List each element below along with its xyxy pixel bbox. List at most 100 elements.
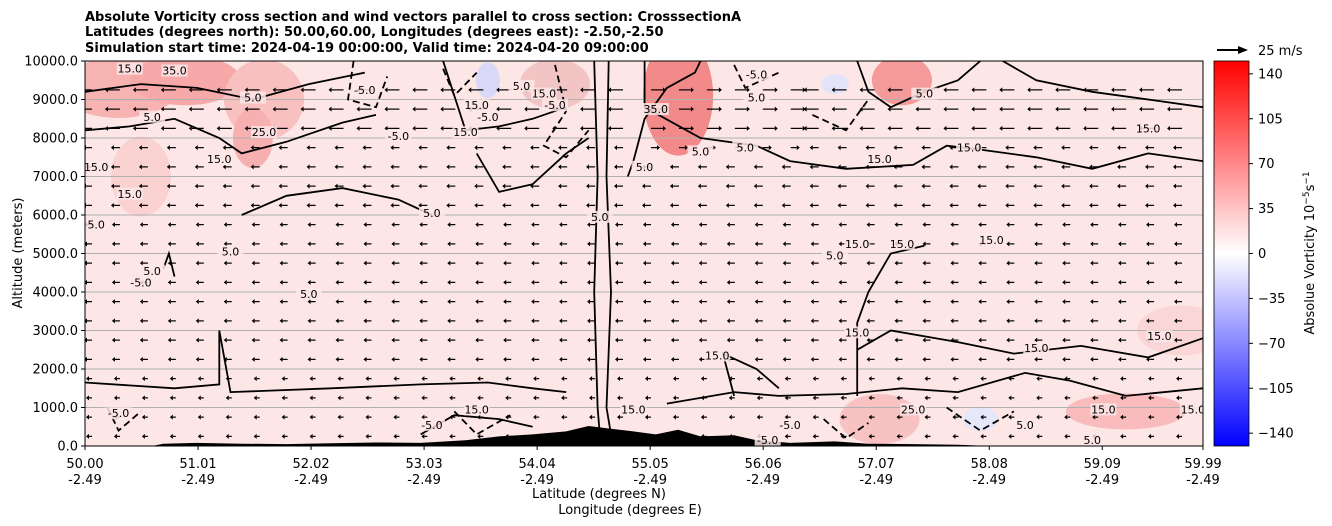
wind-vector-head xyxy=(614,164,618,170)
wind-vector-head xyxy=(728,376,732,382)
wind-vector-head xyxy=(894,260,898,266)
wind-vector-head xyxy=(169,395,173,401)
wind-vector-head xyxy=(166,183,170,189)
wind-vector-head xyxy=(446,164,450,170)
wind-vector-head xyxy=(328,87,332,93)
wind-vector-head xyxy=(1055,87,1059,93)
wind-vector-head xyxy=(77,126,80,131)
wind-vector-head xyxy=(952,376,956,382)
wind-vector-head xyxy=(505,376,509,382)
wind-vector-head xyxy=(194,145,198,151)
wind-vector-head xyxy=(418,164,422,170)
wind-vector-head xyxy=(216,125,220,131)
contour-label: 5.0 xyxy=(1083,434,1101,447)
wind-vector-head xyxy=(615,337,619,343)
wind-vector-head xyxy=(222,164,226,170)
wind-vector-head xyxy=(141,395,145,401)
wind-vector-head xyxy=(810,318,814,324)
contour-label-bg xyxy=(1023,341,1050,354)
wind-vector-head xyxy=(419,318,423,324)
wind-vector-head xyxy=(754,279,758,285)
contour-label: 15.0 xyxy=(867,153,892,166)
contour-label: -5.0 xyxy=(779,419,800,432)
x-tick-label-lon: -2.49 xyxy=(746,473,780,488)
wind-vector-head xyxy=(139,241,143,247)
wind-vector-head xyxy=(362,183,366,189)
wind-vector-head xyxy=(1062,279,1066,285)
wind-vector-head xyxy=(1034,356,1038,362)
wind-vector-head xyxy=(477,433,481,439)
wind-vector-head xyxy=(503,222,507,228)
wind-vector-head xyxy=(446,145,450,151)
wind-vector-head xyxy=(1174,279,1178,285)
x-tick-label-lat: 52.02 xyxy=(292,457,329,472)
wind-vector-head xyxy=(615,299,619,305)
y-tick-label: 9000.0 xyxy=(33,93,79,108)
wind-vector-head xyxy=(281,376,285,382)
wind-vector-head xyxy=(1006,337,1010,343)
wind-vector-head xyxy=(307,337,311,343)
colorbar-tick-label: −35 xyxy=(1258,292,1285,307)
wind-vector-head xyxy=(1174,260,1178,266)
wind-vector-head xyxy=(1062,318,1066,324)
wind-vector-head xyxy=(865,164,869,170)
wind-vector-head xyxy=(980,395,984,401)
contour-label: -5.0 xyxy=(746,68,767,81)
wind-vector-head xyxy=(1092,376,1096,382)
wind-vector-head xyxy=(1146,356,1150,362)
contour-label-bg xyxy=(1079,434,1106,446)
wind-vector-head xyxy=(111,260,115,266)
wind-vector-head xyxy=(160,106,164,112)
contour-line xyxy=(85,330,567,394)
wind-vector-head xyxy=(690,87,694,93)
wind-vector-head xyxy=(809,164,813,170)
wind-vector-head xyxy=(1120,376,1124,382)
colorbar-tick-label: 35 xyxy=(1258,202,1275,217)
wind-vector-head xyxy=(812,433,816,439)
wind-vector-head xyxy=(868,414,872,420)
wind-vector-head xyxy=(810,260,814,266)
contour-label-bg xyxy=(956,141,983,154)
contour-line xyxy=(856,329,1203,359)
wind-vector-head xyxy=(197,433,201,439)
wind-vector-head xyxy=(980,433,984,439)
wind-vector-head xyxy=(1036,376,1040,382)
wind-vector-head xyxy=(1061,183,1065,189)
wind-vector-head xyxy=(1174,356,1178,362)
x-tick-label-lon: -2.49 xyxy=(520,473,554,488)
contour-label: 15.0 xyxy=(845,238,870,251)
wind-vector-head xyxy=(363,222,367,228)
wind-vector-head xyxy=(810,337,814,343)
wind-vector-head xyxy=(978,337,982,343)
wind-vector-head xyxy=(718,125,722,131)
contour-label: 5.0 xyxy=(591,211,609,224)
contour-line xyxy=(721,351,780,397)
wind-vector-head xyxy=(1111,87,1115,93)
wind-vector-head xyxy=(672,395,676,401)
wind-vector-head xyxy=(1033,145,1037,151)
wind-vector-head xyxy=(838,279,842,285)
wind-vector-head xyxy=(669,202,673,208)
wind-vector-head xyxy=(328,125,332,131)
wind-vector-head xyxy=(728,414,732,420)
contour-label-bg xyxy=(85,160,110,173)
wind-vector-head xyxy=(1118,299,1122,305)
title-line-1: Absolute Vorticity cross section and win… xyxy=(85,10,741,25)
wind-vector-head xyxy=(251,279,255,285)
contour-label: 15.0 xyxy=(84,161,109,174)
wind-vector-head xyxy=(1005,183,1009,189)
wind-vector-head xyxy=(1055,125,1059,131)
wind-vector-head xyxy=(840,376,844,382)
wind-vector-head xyxy=(698,279,702,285)
contour-label-bg xyxy=(217,245,244,258)
wind-vector-head xyxy=(924,433,928,439)
wind-vector-head xyxy=(866,318,870,324)
x-tick-label-lat: 58.08 xyxy=(971,457,1008,472)
contour-label: 15.0 xyxy=(957,142,982,155)
wind-vector-head xyxy=(894,279,898,285)
contour-label: 15.0 xyxy=(1136,122,1161,135)
wind-vector-head xyxy=(552,125,556,131)
wind-vector-head xyxy=(781,164,785,170)
wind-vector-head xyxy=(587,260,591,266)
wind-vector-head xyxy=(222,202,226,208)
